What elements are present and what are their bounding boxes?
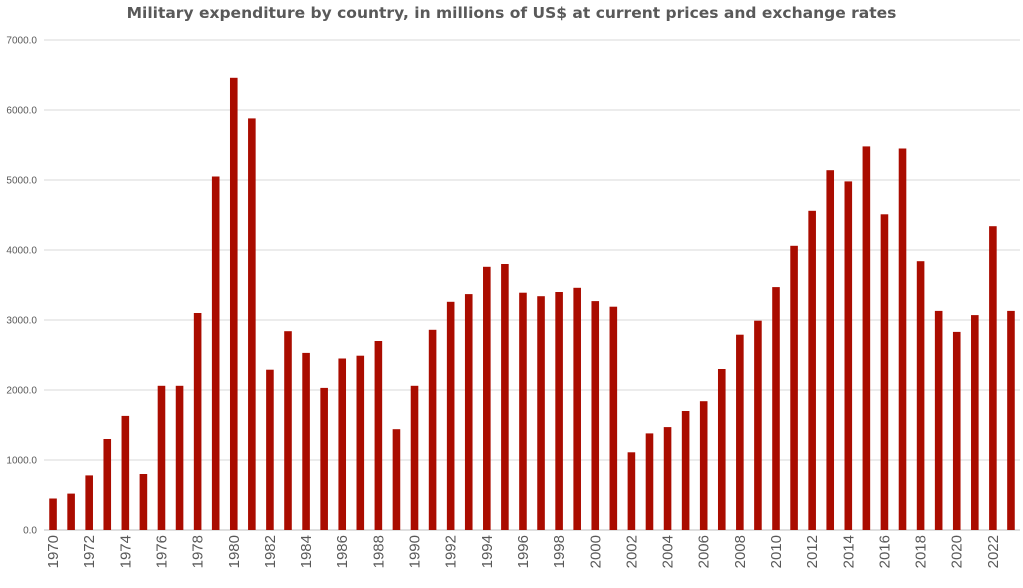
x-tick-label: 1976 bbox=[153, 535, 170, 568]
bar-2015 bbox=[862, 146, 871, 530]
x-tick-label: 1970 bbox=[45, 535, 62, 568]
bar-1991 bbox=[428, 329, 437, 530]
bar-1981 bbox=[248, 118, 256, 531]
y-tick-label: 2000.0 bbox=[6, 386, 37, 397]
bar-1993 bbox=[464, 294, 473, 530]
bar-2008 bbox=[736, 334, 744, 530]
x-tick-label: 1994 bbox=[479, 535, 496, 568]
bar-2005 bbox=[681, 411, 690, 530]
bar-1996 bbox=[519, 292, 527, 530]
bar-2011 bbox=[790, 245, 798, 531]
bar-2022 bbox=[989, 226, 997, 530]
x-tick-label: 1982 bbox=[262, 535, 279, 568]
bar-1994 bbox=[483, 266, 491, 530]
bar-1995 bbox=[501, 264, 509, 530]
bar-1978 bbox=[193, 313, 202, 530]
bar-2019 bbox=[934, 310, 943, 530]
bar-1990 bbox=[410, 385, 419, 530]
bar-2007 bbox=[717, 369, 726, 530]
bar-1971 bbox=[67, 493, 75, 530]
x-tick-label: 1978 bbox=[190, 535, 207, 568]
x-tick-label: 2000 bbox=[587, 535, 604, 568]
bar-2002 bbox=[627, 452, 636, 530]
bar-1988 bbox=[374, 341, 383, 530]
x-tick-label: 2002 bbox=[623, 535, 640, 568]
bar-1986 bbox=[338, 358, 347, 530]
x-tick-label: 1988 bbox=[370, 535, 387, 568]
bar-2014 bbox=[844, 181, 853, 530]
y-tick-label: 5000.0 bbox=[6, 176, 37, 187]
bar-1980 bbox=[229, 77, 238, 531]
bar-2017 bbox=[898, 148, 907, 530]
x-tick-label: 2008 bbox=[732, 535, 749, 568]
bar-1977 bbox=[175, 385, 184, 530]
x-tick-label: 2022 bbox=[985, 535, 1002, 568]
bar-2023 bbox=[1007, 310, 1015, 530]
bar-1974 bbox=[121, 415, 130, 530]
bar-1999 bbox=[573, 287, 581, 530]
y-tick-label: 6000.0 bbox=[6, 106, 37, 117]
bar-1982 bbox=[266, 369, 274, 530]
bar-1984 bbox=[302, 352, 310, 530]
y-tick-label: 3000.0 bbox=[6, 316, 37, 327]
y-tick-label: 4000.0 bbox=[6, 246, 37, 257]
x-tick-label: 1980 bbox=[226, 535, 243, 568]
bar-2010 bbox=[772, 287, 780, 530]
x-tick-label: 1992 bbox=[443, 535, 460, 568]
chart-title: Military expenditure by country, in mill… bbox=[126, 4, 897, 22]
x-tick-label: 2018 bbox=[913, 535, 930, 568]
x-tick-label: 2004 bbox=[660, 535, 677, 568]
bar-1976 bbox=[157, 385, 166, 530]
bar-1992 bbox=[446, 301, 455, 530]
bar-1970 bbox=[49, 498, 57, 530]
x-tick-label: 2020 bbox=[949, 535, 966, 568]
x-tick-label: 2006 bbox=[696, 535, 713, 568]
bar-2009 bbox=[754, 320, 762, 530]
bar-1973 bbox=[103, 439, 112, 530]
bar-1987 bbox=[356, 355, 365, 530]
bar-1998 bbox=[555, 292, 563, 530]
x-axis-ticks: 1970 1972 1974 1976 1978 1980 1982 1984 1986 1988… bbox=[45, 535, 1002, 568]
x-tick-label: 2012 bbox=[804, 535, 821, 568]
x-tick-label: 1984 bbox=[298, 535, 315, 568]
bar-2016 bbox=[880, 214, 889, 531]
x-tick-label: 1972 bbox=[81, 535, 98, 568]
bar-2006 bbox=[699, 401, 708, 530]
y-tick-label: 0.0 bbox=[23, 526, 37, 537]
bar-1989 bbox=[392, 429, 401, 530]
bars bbox=[49, 77, 1015, 531]
bar-1972 bbox=[85, 475, 93, 530]
y-axis-ticks: 0.0 1000.0 2000.0 3000.0 4000.0 5000.0 6000.0 7… bbox=[6, 36, 37, 537]
x-tick-label: 2014 bbox=[840, 535, 857, 568]
bar-2020 bbox=[952, 331, 961, 530]
bar-2012 bbox=[808, 210, 816, 531]
x-tick-label: 1974 bbox=[117, 535, 134, 568]
bar-2000 bbox=[591, 301, 600, 530]
bar-1997 bbox=[537, 296, 545, 530]
y-tick-label: 1000.0 bbox=[6, 456, 37, 467]
x-tick-label: 1996 bbox=[515, 535, 532, 568]
bar-2004 bbox=[663, 427, 672, 530]
grid-lines bbox=[44, 39, 1020, 531]
x-tick-label: 1998 bbox=[551, 535, 568, 568]
bar-2013 bbox=[826, 170, 835, 530]
bar-1979 bbox=[211, 176, 220, 530]
x-tick-label: 2010 bbox=[768, 535, 785, 568]
bar-1983 bbox=[284, 331, 292, 530]
x-tick-label: 1990 bbox=[407, 535, 424, 568]
y-tick-label: 7000.0 bbox=[6, 36, 37, 47]
x-tick-label: 2016 bbox=[876, 535, 893, 568]
bar-1975 bbox=[139, 474, 148, 530]
bar-2003 bbox=[645, 433, 654, 530]
bar-2001 bbox=[609, 306, 618, 530]
bar-2021 bbox=[971, 315, 979, 530]
bar-2018 bbox=[916, 261, 925, 530]
x-tick-label: 1986 bbox=[334, 535, 351, 568]
bar-1985 bbox=[320, 387, 328, 530]
